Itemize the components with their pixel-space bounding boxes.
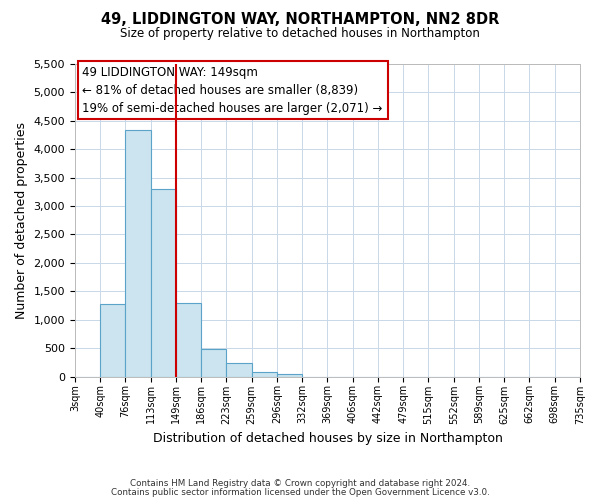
Text: 49, LIDDINGTON WAY, NORTHAMPTON, NN2 8DR: 49, LIDDINGTON WAY, NORTHAMPTON, NN2 8DR [101,12,499,28]
Bar [176,303,201,376]
Bar [100,304,125,376]
Text: Contains public sector information licensed under the Open Government Licence v3: Contains public sector information licen… [110,488,490,497]
Bar [226,363,251,376]
Text: Size of property relative to detached houses in Northampton: Size of property relative to detached ho… [120,28,480,40]
Bar [201,350,226,376]
Bar [151,189,176,376]
Bar [125,130,151,376]
Text: Contains HM Land Registry data © Crown copyright and database right 2024.: Contains HM Land Registry data © Crown c… [130,478,470,488]
X-axis label: Distribution of detached houses by size in Northampton: Distribution of detached houses by size … [152,432,502,445]
Text: 49 LIDDINGTON WAY: 149sqm
← 81% of detached houses are smaller (8,839)
19% of se: 49 LIDDINGTON WAY: 149sqm ← 81% of detac… [82,66,383,114]
Bar [277,374,302,376]
Y-axis label: Number of detached properties: Number of detached properties [15,122,28,319]
Bar [251,372,277,376]
